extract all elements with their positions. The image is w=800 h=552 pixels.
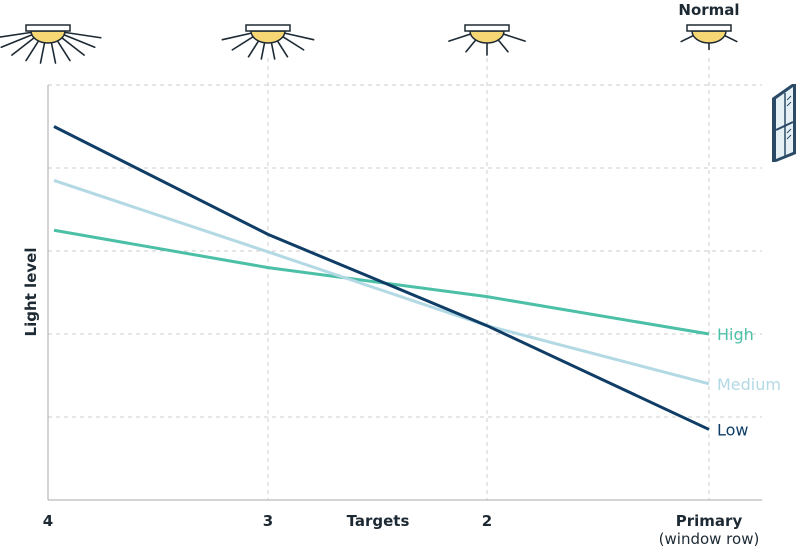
series-line-low [53,125,710,431]
x-axis-label: Targets [347,512,410,530]
light-ray [59,35,85,56]
series-lines [53,125,710,431]
light-ray [62,33,96,49]
light-ray [0,31,32,38]
lamp-shade [691,30,727,44]
ceiling-light-icon [680,24,738,51]
series-line-high [53,228,710,336]
grid [48,58,762,500]
series-line-medium [53,179,710,386]
ceiling-lights [0,24,738,64]
x-tick-labels: 4 3 2 Primary(window row) [43,512,760,548]
x-tick-label: 4 [43,512,53,530]
lamp-shade [30,30,66,44]
lamp-base [25,24,71,32]
light-ray [280,35,305,51]
lamp-shade [469,30,505,44]
lamp-base [686,24,732,32]
light-ray [11,35,37,56]
light-ray [284,32,315,41]
light-ray [221,32,252,41]
series-label-low: Low [717,420,749,439]
axes [47,85,762,501]
y-axis-label: Light level [22,248,40,337]
light-ray [448,33,472,42]
lamp-base [245,24,291,32]
x-tick-label: Primary [676,512,743,530]
top-label-normal: Normal [678,1,739,19]
x-tick-sublabel: (window row) [659,530,760,548]
ceiling-light-icon [221,24,315,60]
light-ray [0,33,34,49]
lamp-shade [250,30,286,44]
ceiling-light-icon [0,24,102,64]
series-labels: High Medium Low [717,325,781,439]
x-tick-label: 2 [482,512,492,530]
series-label-medium: Medium [717,375,781,394]
light-ray [231,35,256,51]
light-ray [502,33,526,42]
light-ray [722,34,738,43]
light-ray [680,34,696,43]
ceiling-light-icon [448,24,526,56]
light-ray [64,31,102,39]
series-label-high: High [717,325,754,344]
window-icon [772,84,796,162]
lamp-base [464,24,510,32]
x-tick-label: 3 [263,512,273,530]
